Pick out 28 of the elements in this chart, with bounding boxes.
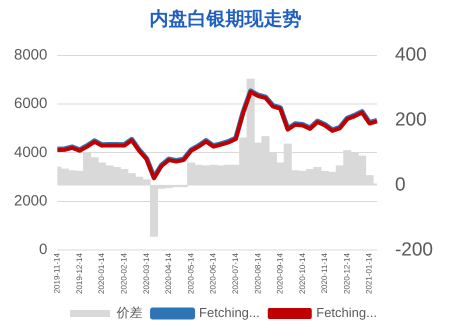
legend-label: Fetching...	[199, 305, 260, 320]
y2-tick-label: 0	[394, 174, 406, 196]
x-tick-label: 2020-01-14	[97, 252, 106, 294]
x-tick-label: 2020-02-14	[119, 252, 128, 294]
legend-label: Fetching...	[316, 305, 377, 320]
y2-tick-label: 200	[394, 110, 427, 131]
x-tick-label: 2019-11-14	[52, 252, 62, 294]
y-tick-label: 4000	[14, 144, 48, 161]
x-tick-label: 2020-10-14	[298, 252, 307, 294]
y2-tick-label: 400	[394, 44, 427, 66]
x-tick-label: 2020-07-14	[230, 252, 240, 294]
legend-label: 价差	[116, 305, 143, 320]
chart-title: 内盘白银期现走势	[148, 7, 302, 32]
y-tick-label: 0	[39, 241, 48, 258]
x-tick-label: 2021-01-14	[364, 252, 374, 294]
y-tick-label: 8000	[14, 46, 48, 64]
x-tick-label: 2020-11-14	[320, 252, 330, 294]
x-tick-label: 2020-04-14	[164, 252, 174, 294]
x-tick-label: 2020-09-14	[276, 252, 285, 294]
y-tick-label: 2000	[14, 192, 48, 210]
y2-tick-label: -200	[394, 239, 434, 260]
x-tick-label: 2020-08-14	[253, 252, 262, 294]
x-tick-label: 2019-12-14	[74, 252, 84, 294]
x-tick-label: 2020-06-14	[208, 252, 218, 294]
x-tick-label: 2020-03-14	[142, 252, 151, 294]
x-tick-label: 2020-05-14	[186, 252, 196, 294]
x-tick-label: 2020-12-14	[342, 252, 352, 294]
y-tick-label: 6000	[14, 95, 48, 112]
